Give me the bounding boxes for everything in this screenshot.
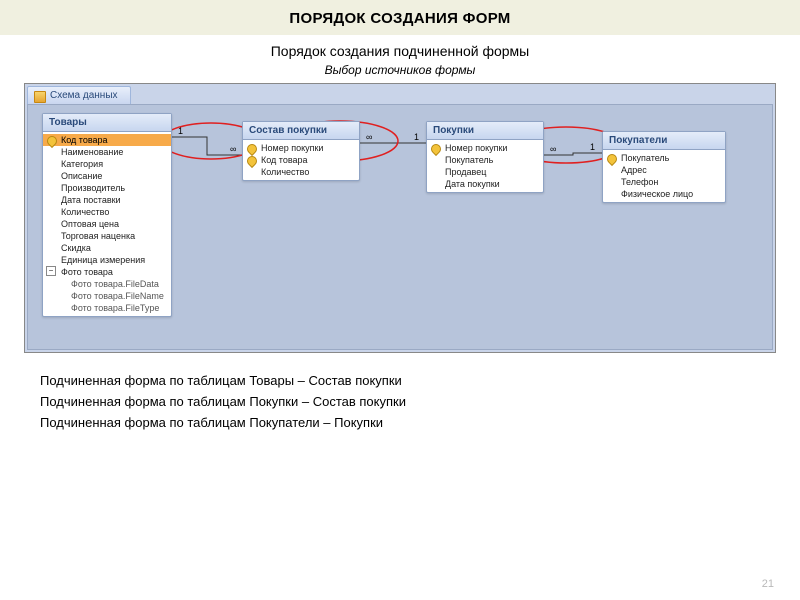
table-body: Номер покупкиКод товараКоличество [243, 140, 359, 180]
table-body: ПокупательАдресТелефонФизическое лицо [603, 150, 725, 202]
field[interactable]: Фото товара.FileName [43, 290, 171, 302]
slide-title: ПОРЯДОК СОЗДАНИЯ ФОРМ [0, 10, 800, 27]
field[interactable]: Торговая наценка [43, 230, 171, 242]
table-header[interactable]: Товары [43, 114, 171, 132]
subtitle-2: Выбор источников формы [0, 63, 800, 77]
field[interactable]: Код товара [43, 134, 171, 146]
field[interactable]: Код товара [243, 154, 359, 166]
schema-window: Схема данных 1∞∞1∞1 ТоварыКод товараНаим… [24, 83, 776, 353]
field[interactable]: Дата покупки [427, 178, 543, 190]
subtitle-1: Порядок создания подчиненной формы [0, 43, 800, 59]
notes-block: Подчиненная форма по таблицам Товары – С… [40, 373, 760, 430]
title-bar: ПОРЯДОК СОЗДАНИЯ ФОРМ [0, 0, 800, 35]
field[interactable]: Описание [43, 170, 171, 182]
table-t4[interactable]: ПокупателиПокупательАдресТелефонФизическ… [602, 131, 726, 203]
svg-text:1: 1 [590, 142, 595, 152]
schema-canvas[interactable]: 1∞∞1∞1 ТоварыКод товараНаименованиеКатег… [27, 104, 773, 350]
field[interactable]: Фото товара.FileType [43, 302, 171, 314]
field[interactable]: Адрес [603, 164, 725, 176]
field[interactable]: Фото товара.FileData [43, 278, 171, 290]
field[interactable]: Наименование [43, 146, 171, 158]
svg-text:∞: ∞ [366, 132, 372, 142]
slide: ПОРЯДОК СОЗДАНИЯ ФОРМ Порядок создания п… [0, 0, 800, 600]
table-t3[interactable]: ПокупкиНомер покупкиПокупательПродавецДа… [426, 121, 544, 193]
field[interactable]: Физическое лицо [603, 188, 725, 200]
field[interactable]: Покупатель [427, 154, 543, 166]
field[interactable]: Единица измерения [43, 254, 171, 266]
field[interactable]: Телефон [603, 176, 725, 188]
field[interactable]: Скидка [43, 242, 171, 254]
table-header[interactable]: Покупки [427, 122, 543, 140]
field[interactable]: Покупатель [603, 152, 725, 164]
field[interactable]: Категория [43, 158, 171, 170]
field[interactable]: Количество [43, 206, 171, 218]
note-line: Подчиненная форма по таблицам Покупатели… [40, 415, 760, 430]
field[interactable]: Номер покупки [427, 142, 543, 154]
field[interactable]: Фото товара [43, 266, 171, 278]
table-header[interactable]: Покупатели [603, 132, 725, 150]
field[interactable]: Номер покупки [243, 142, 359, 154]
table-header[interactable]: Состав покупки [243, 122, 359, 140]
page-number: 21 [762, 578, 774, 590]
svg-text:1: 1 [414, 132, 419, 142]
note-line: Подчиненная форма по таблицам Покупки – … [40, 394, 760, 409]
svg-text:∞: ∞ [550, 144, 556, 154]
table-t2[interactable]: Состав покупкиНомер покупкиКод товараКол… [242, 121, 360, 181]
field[interactable]: Продавец [427, 166, 543, 178]
svg-text:1: 1 [178, 126, 183, 136]
note-line: Подчиненная форма по таблицам Товары – С… [40, 373, 760, 388]
field[interactable]: Дата поставки [43, 194, 171, 206]
schema-tab[interactable]: Схема данных [27, 86, 131, 104]
table-t1[interactable]: ТоварыКод товараНаименованиеКатегорияОпи… [42, 113, 172, 317]
svg-text:∞: ∞ [230, 144, 236, 154]
field[interactable]: Количество [243, 166, 359, 178]
field[interactable]: Оптовая цена [43, 218, 171, 230]
table-body: Номер покупкиПокупательПродавецДата поку… [427, 140, 543, 192]
field[interactable]: Производитель [43, 182, 171, 194]
table-body: Код товараНаименованиеКатегорияОписаниеП… [43, 132, 171, 316]
